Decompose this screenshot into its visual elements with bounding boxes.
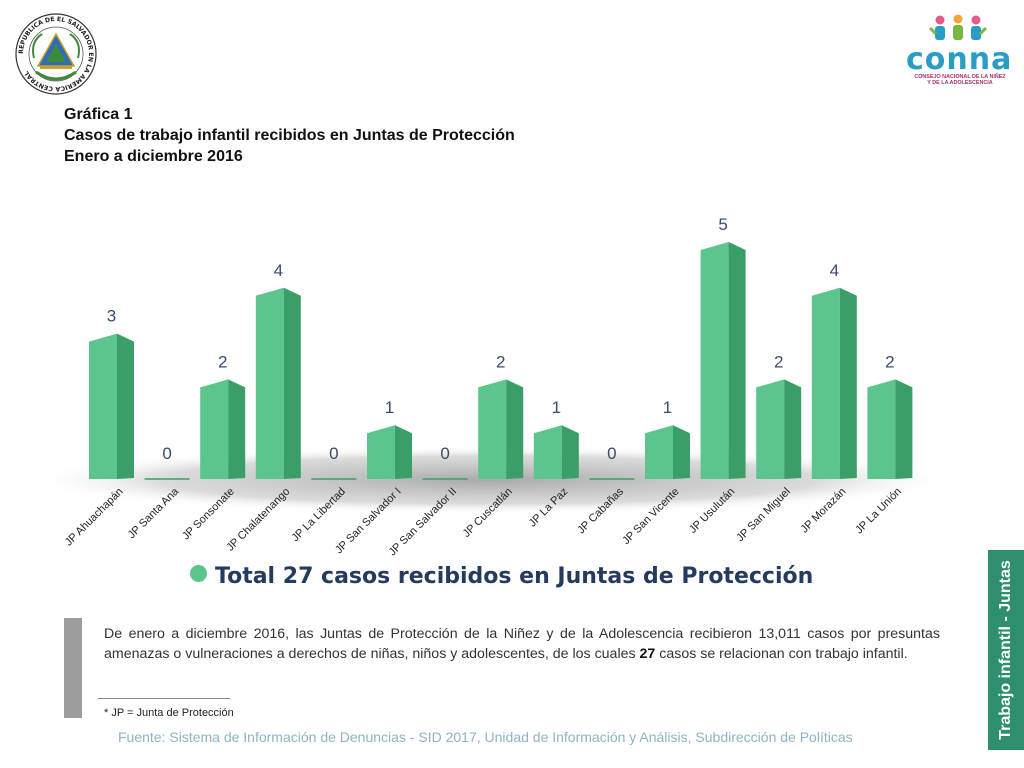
data-label: 0 — [329, 444, 338, 463]
footnote-divider — [98, 698, 230, 699]
bar-front — [367, 425, 395, 479]
logo-subtitle: CONSEJO NACIONAL DE LA NIÑEZ Y DE LA ADO… — [914, 74, 1006, 86]
bar-9 — [533, 425, 579, 479]
description-paragraph: De enero a diciembre 2016, las Juntas de… — [104, 626, 940, 662]
heading-line-3: Enero a diciembre 2016 — [64, 148, 243, 165]
data-label: 4 — [830, 261, 839, 280]
bar-1 — [89, 333, 134, 479]
bar-3 — [200, 379, 246, 479]
bar-front — [700, 242, 729, 479]
data-label: 0 — [162, 444, 171, 463]
bar-front — [811, 287, 840, 479]
bar-front — [533, 425, 562, 479]
children-figures-icon — [928, 14, 988, 40]
chart-heading: Gráfica 1 Casos de trabajo infantil reci… — [64, 104, 515, 167]
bar-12 — [700, 242, 746, 479]
conna-logo: conna CONSEJO NACIONAL DE LA NIÑEZ Y DE … — [906, 14, 1012, 90]
total-summary: Total 27 casos recibidos en Juntas de Pr… — [190, 564, 813, 589]
data-label: 2 — [496, 352, 505, 371]
data-label: 5 — [718, 215, 727, 234]
side-tab: Trabajo infantil - Juntas — [988, 550, 1024, 750]
bar-8 — [478, 379, 524, 479]
bar-6 — [367, 425, 412, 479]
footnote: * JP = Junta de Protección — [104, 707, 234, 719]
data-label: 1 — [552, 398, 561, 417]
heading-line-2: Casos de trabajo infantil recibidos en J… — [64, 127, 515, 144]
bar-side — [839, 287, 857, 479]
bar-side — [506, 379, 524, 479]
bar-side — [395, 425, 412, 479]
bar-front — [867, 379, 896, 479]
data-label: 1 — [385, 398, 394, 417]
bar-front — [200, 379, 229, 479]
bar-front — [645, 425, 673, 479]
bar-front — [89, 333, 117, 479]
total-text: Total 27 casos recibidos en Juntas de Pr… — [215, 564, 814, 589]
bar-side — [228, 379, 246, 479]
data-label: 2 — [774, 352, 783, 371]
source-citation: Fuente: Sistema de Información de Denunc… — [118, 729, 853, 745]
bar-side — [895, 379, 913, 479]
bar-side — [117, 333, 134, 479]
logo-word: conna — [906, 42, 1013, 77]
data-label: 2 — [218, 352, 227, 371]
bar-front — [478, 379, 507, 479]
bar-14 — [811, 287, 857, 479]
bar-15 — [867, 379, 913, 479]
bar-front — [756, 379, 785, 479]
highlight-count: 27 — [639, 646, 656, 662]
data-label: 4 — [274, 261, 283, 280]
side-tab-label: Trabajo infantil - Juntas — [997, 560, 1014, 740]
paragraph-accent-bar — [64, 618, 82, 718]
data-label: 1 — [663, 398, 672, 417]
bar-4 — [255, 287, 301, 479]
bar-side — [283, 287, 301, 479]
bar-side — [784, 379, 802, 479]
bar-side — [728, 242, 746, 479]
data-label: 0 — [440, 444, 449, 463]
heading-line-1: Gráfica 1 — [64, 106, 133, 123]
bullet-dot-icon — [190, 565, 207, 582]
data-label: 3 — [107, 307, 116, 326]
bar-11 — [645, 425, 690, 479]
data-label: 2 — [885, 352, 894, 371]
bar-front — [255, 287, 284, 479]
bar-13 — [756, 379, 802, 479]
bar-side — [673, 425, 690, 479]
data-label: 0 — [607, 444, 616, 463]
bar-side — [561, 425, 579, 479]
national-seal-icon: REPUBLICA DE EL SALVADOR EN LA AMERICA C… — [15, 13, 97, 95]
